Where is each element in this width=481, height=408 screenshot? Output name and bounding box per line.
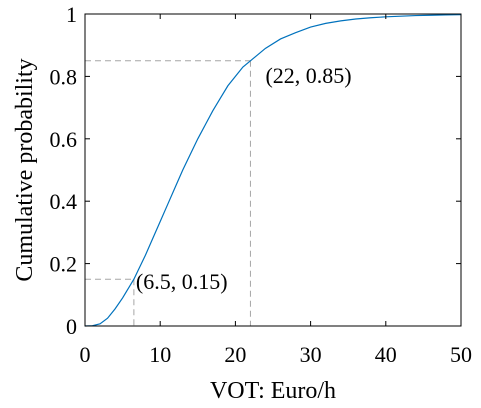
y-tick-label: 0 [66, 314, 77, 339]
y-tick-label: 0.6 [50, 127, 78, 152]
annotation-label: (22, 0.85) [265, 63, 351, 88]
y-axis-label: Cumulative probability [12, 58, 38, 281]
annotations: (6.5, 0.15) (22, 0.85) [136, 63, 352, 294]
x-tick-label: 40 [375, 342, 397, 367]
y-tick-label: 0.4 [50, 189, 78, 214]
x-tick-label: 20 [224, 342, 246, 367]
reference-lines [85, 60, 251, 326]
y-tick-label: 1 [66, 2, 77, 27]
y-tick-label: 0.2 [50, 252, 78, 277]
axis-ticks: 0 10 20 30 40 50 0 0.2 0.4 0.6 0.8 1 [50, 2, 473, 367]
x-tick-label: 0 [80, 342, 91, 367]
x-tick-label: 50 [450, 342, 472, 367]
x-tick-label: 30 [300, 342, 322, 367]
plot-area-frame [84, 13, 462, 327]
x-tick-label: 10 [149, 342, 171, 367]
annotation-label: (6.5, 0.15) [136, 269, 228, 294]
cdf-curve [84, 14, 462, 327]
x-axis-label: VOT: Euro/h [210, 378, 336, 404]
y-tick-label: 0.8 [50, 64, 78, 89]
